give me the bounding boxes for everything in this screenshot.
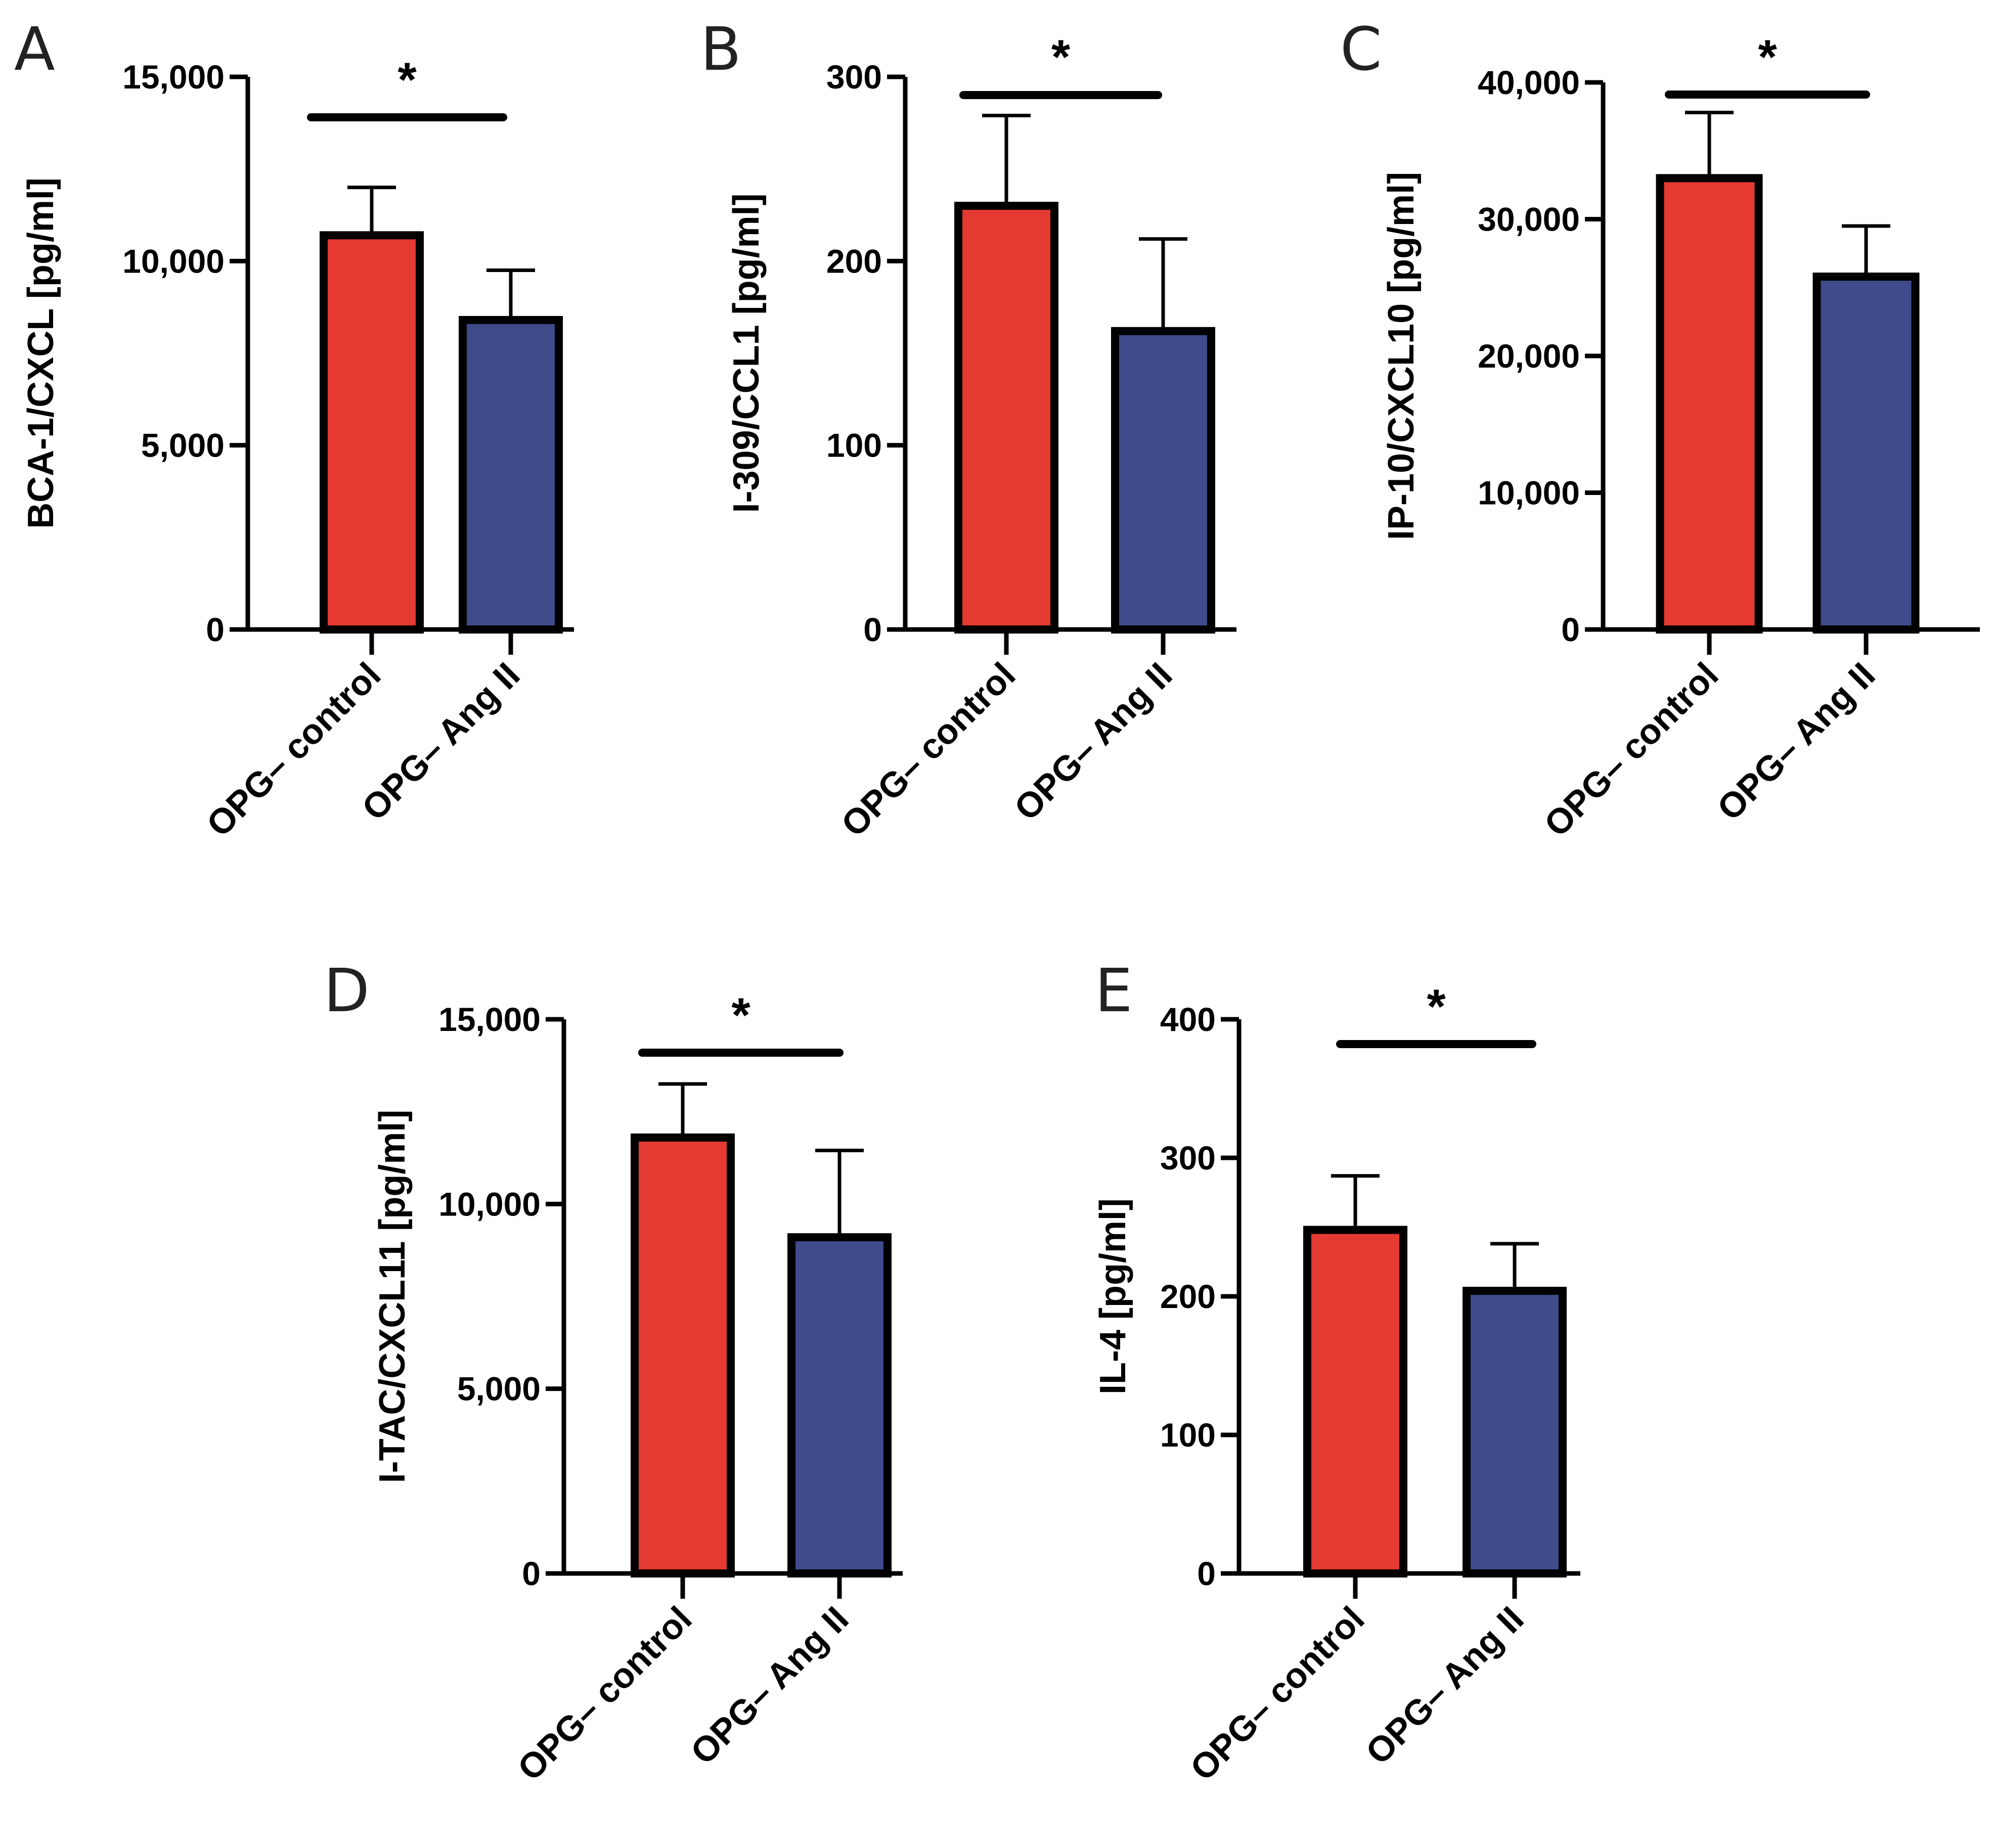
significance-star: * bbox=[397, 53, 417, 107]
bar-opg-ang-ii bbox=[459, 315, 563, 634]
chart-panel-e: E 0 100 200 300 400 IL-4 [pg/ml] OPG– controlOP… bbox=[1093, 956, 1580, 1788]
significance-star: * bbox=[1758, 30, 1777, 84]
panel-letter: B bbox=[700, 14, 741, 84]
x-category-label: OPG– control bbox=[833, 655, 1023, 844]
x-category-label: OPG– control bbox=[199, 655, 388, 844]
x-category-label: OPG– control bbox=[1182, 1599, 1371, 1788]
y-axis-label: IP-10/CXCL10 [pg/ml] bbox=[1381, 172, 1422, 540]
significance-star: * bbox=[731, 988, 750, 1042]
y-tick-label: 300 bbox=[826, 58, 882, 96]
bar-opg-control bbox=[320, 231, 424, 634]
bar-opg-ang-ii bbox=[1111, 327, 1215, 634]
x-category-label: OPG– Ang II bbox=[683, 1599, 856, 1772]
y-tick-label: 5,000 bbox=[141, 427, 225, 464]
chart-panel-a: A 0 5,000 10,000 15,000 BCA-1/CXCL [pg/ml] OPG… bbox=[14, 14, 574, 844]
panel-letter: C bbox=[1340, 14, 1382, 84]
y-tick-label: 15,000 bbox=[122, 58, 225, 96]
y-tick-label: 200 bbox=[826, 242, 882, 280]
bar-opg-ang-ii bbox=[1463, 1287, 1567, 1578]
y-axis-label: I-TAC/CXCL11 [pg/ml] bbox=[372, 1110, 413, 1483]
chart-panel-d: D 0 5,000 10,000 15,000 I-TAC/CXCL11 [pg/ml] O… bbox=[324, 956, 903, 1788]
bar-opg-control bbox=[1656, 174, 1763, 634]
panel-letter: A bbox=[14, 14, 55, 84]
x-category-label: OPG– control bbox=[1536, 655, 1725, 844]
y-axis-label: I-309/CCL1 [pg/ml] bbox=[726, 193, 767, 513]
y-tick-label: 10,000 bbox=[1478, 474, 1580, 512]
y-tick-label: 10,000 bbox=[438, 1185, 541, 1223]
y-tick-label: 200 bbox=[1160, 1278, 1216, 1315]
y-tick-label: 100 bbox=[1160, 1416, 1216, 1454]
significance-star: * bbox=[1427, 979, 1446, 1033]
y-tick-label: 100 bbox=[826, 427, 882, 464]
x-category-label: OPG– Ang II bbox=[1710, 655, 1883, 828]
y-tick-label: 20,000 bbox=[1478, 337, 1580, 375]
bar-opg-ang-ii bbox=[787, 1233, 892, 1577]
y-tick-label: 400 bbox=[1160, 1001, 1216, 1038]
y-tick-label: 15,000 bbox=[438, 1001, 541, 1038]
bar-opg-control bbox=[954, 202, 1058, 634]
chart-panel-c: C 0 10,000 20,000 30,000 40,000 IP-10/CXCL10 [… bbox=[1340, 14, 1980, 844]
y-tick-label: 30,000 bbox=[1478, 201, 1580, 238]
x-category-label: OPG– control bbox=[510, 1599, 699, 1788]
y-tick-label: 5,000 bbox=[457, 1370, 541, 1408]
panel-letter: E bbox=[1095, 956, 1133, 1025]
y-tick-label: 0 bbox=[1197, 1555, 1216, 1592]
y-tick-label: 0 bbox=[863, 611, 882, 648]
chart-panel-b: B 0 100 200 300 I-309/CCL1 [pg/ml] OPG– contro… bbox=[700, 14, 1236, 844]
bar-opg-control bbox=[1303, 1226, 1407, 1577]
bar-opg-control bbox=[631, 1133, 735, 1577]
x-category-label: OPG– Ang II bbox=[1358, 1599, 1531, 1772]
y-axis-label: IL-4 [pg/ml] bbox=[1093, 1198, 1133, 1394]
y-tick-label: 10,000 bbox=[122, 242, 225, 280]
panel-letter: D bbox=[324, 956, 370, 1025]
significance-star: * bbox=[1051, 30, 1071, 84]
bar-opg-ang-ii bbox=[1812, 273, 1920, 634]
y-axis-label: BCA-1/CXCL [pg/ml] bbox=[21, 177, 61, 529]
y-tick-label: 40,000 bbox=[1478, 64, 1580, 101]
y-tick-label: 300 bbox=[1160, 1139, 1216, 1177]
y-tick-label: 0 bbox=[522, 1555, 541, 1592]
x-category-label: OPG– Ang II bbox=[1007, 655, 1180, 828]
y-tick-label: 0 bbox=[206, 611, 225, 648]
y-tick-label: 0 bbox=[1561, 611, 1580, 648]
